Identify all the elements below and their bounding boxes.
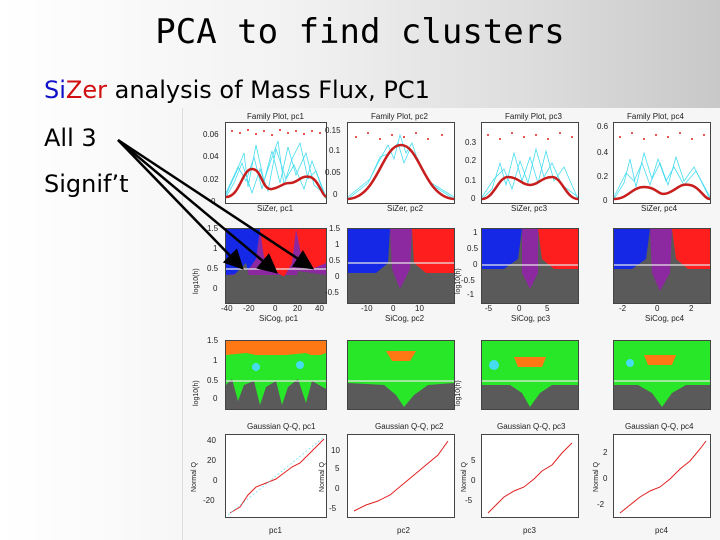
sizer-map-pc2: 1.5 1 0.5 0 -0.5 -10 0 10 SiCog, pc2: [325, 224, 455, 324]
slide-title: PCA to find clusters: [155, 12, 565, 52]
sicog-map-pc1: log10(h) 1.5 1 0.5 0 Gaussian Q-Q, pc1: [183, 330, 327, 431]
qq-plot-pc2: Normal Q 10 5 0 -5 pc2: [319, 428, 455, 540]
sizer-figure: Family Plot, pc1 0.06 0.04 0.02 0 SiZer,…: [182, 108, 720, 540]
family-plot-pc2: Family Plot, pc2 0.15 0.1 0.05 0 SiZer, …: [325, 108, 455, 214]
family-plot-pc1: Family Plot, pc1 0.06 0.04 0.02 0 SiZer,…: [183, 108, 327, 214]
subtitle-rest: analysis of Mass Flux, PC1: [106, 76, 430, 104]
sicog-map-pc2: Gaussian Q-Q, pc2: [325, 330, 455, 431]
subtitle-zer: Zer: [65, 76, 107, 104]
qq-plot-pc1: Normal Q 40 20 0 -20 pc1: [183, 428, 327, 540]
sicog-map-pc4: Gaussian Q-Q, pc4: [589, 330, 720, 431]
family-plot-pc3: Family Plot, pc3 0.3 0.2 0.1 0 SiZer, pc…: [457, 108, 587, 214]
sicog-map-pc3: log10(h) Gaussian Q-Q, pc3: [455, 330, 587, 431]
qq-plot-pc4: Normal Q 2 0 -2 pc4: [589, 428, 720, 540]
family-plot-pc4: Family Plot, pc4 0.6 0.4 0.2 0 SiZer, pc…: [589, 108, 720, 214]
side-text-all-3: All 3: [44, 124, 97, 152]
sizer-map-pc1: log10(h) 1.5 1 0.5 0 -40 -20 0 20 40 SiC…: [183, 224, 327, 324]
subtitle-si: Si: [44, 76, 66, 104]
sizer-map-pc3: log10(h) 1 0.5 0 -0.5 -1 -5 0 5 SiCog, p…: [455, 224, 587, 324]
qq-plot-pc3: Normal Q 5 0 -5 pc3: [457, 428, 587, 540]
side-text-signif: Signif’t: [44, 170, 129, 198]
sizer-map-pc4: -2 0 2 SiCog, pc4: [589, 224, 720, 324]
subtitle-line: SiZer analysis of Mass Flux, PC1: [44, 76, 430, 104]
